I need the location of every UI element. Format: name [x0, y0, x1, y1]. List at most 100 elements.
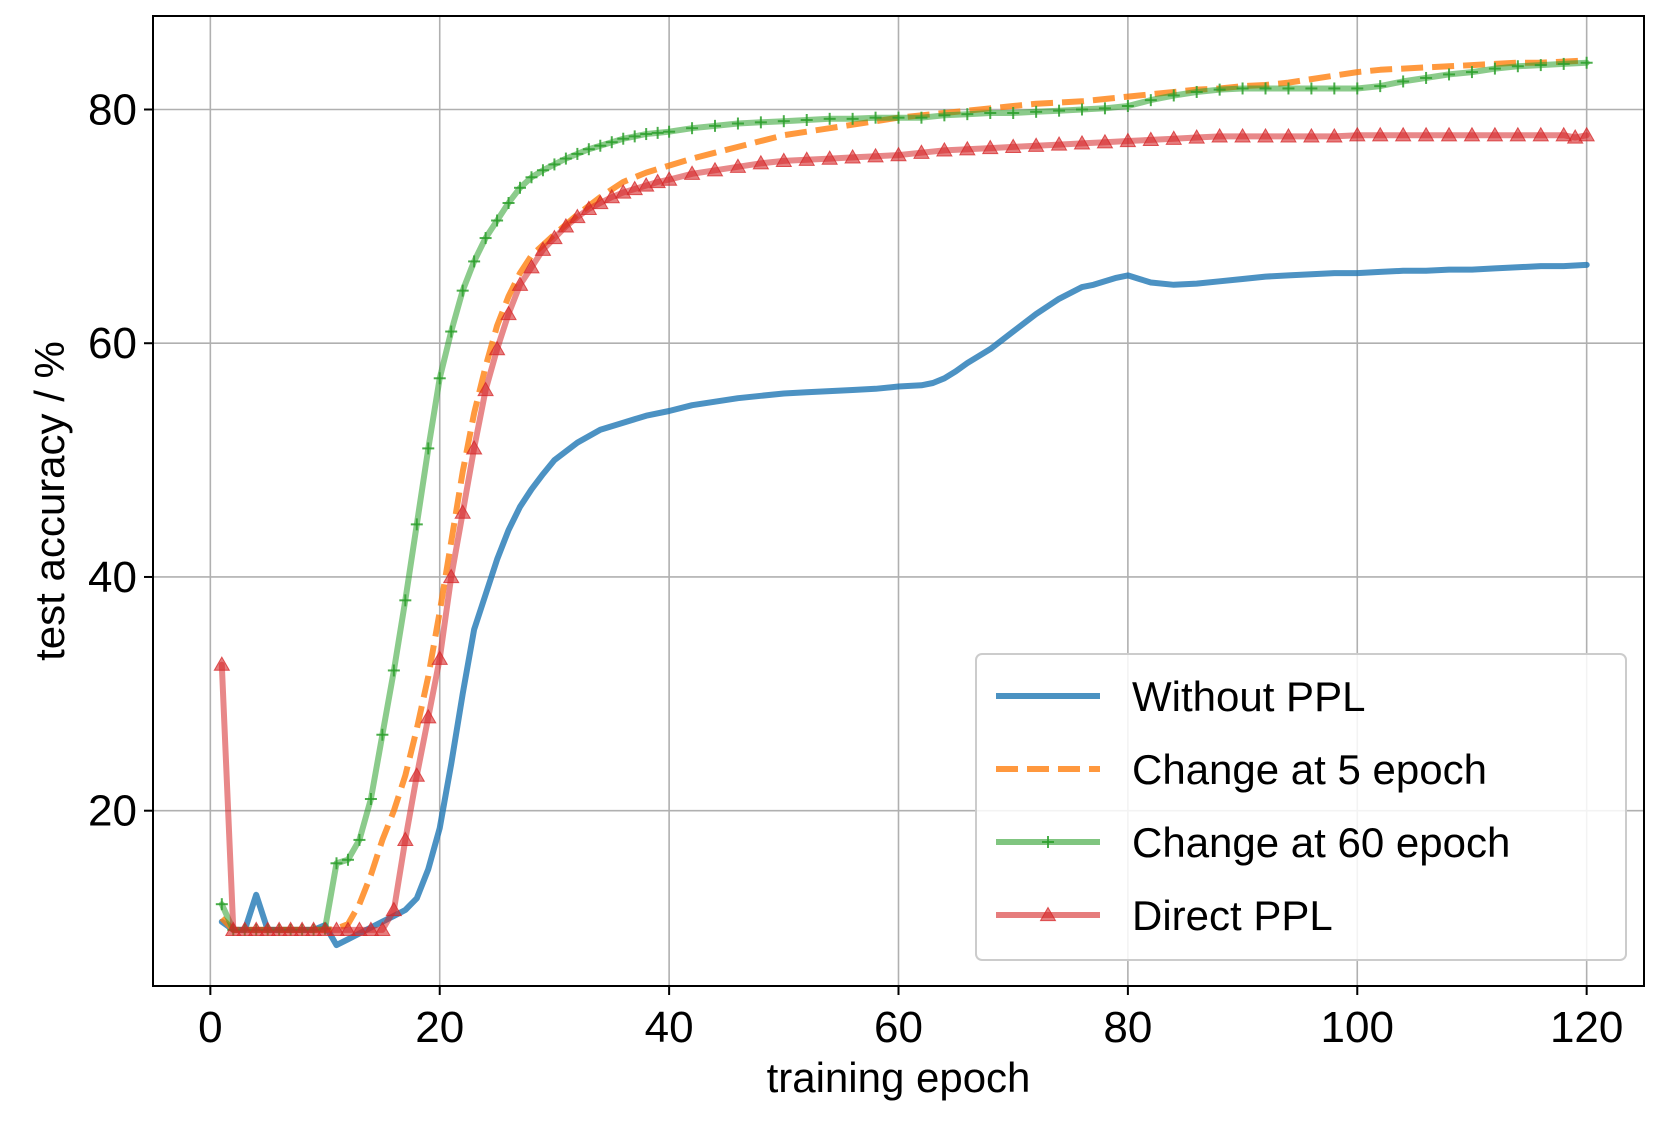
triangle-marker: [958, 140, 976, 156]
triangle-marker: [396, 831, 414, 847]
triangle-marker: [305, 921, 322, 937]
triangle-marker: [603, 188, 621, 204]
triangle-marker: [224, 921, 242, 937]
triangle-marker: [1463, 126, 1481, 142]
triangle-marker: [1039, 906, 1057, 922]
legend-label: Direct PPL: [1132, 892, 1333, 939]
triangle-marker: [1325, 127, 1343, 143]
legend-label: Change at 60 epoch: [1132, 819, 1510, 866]
plus-marker: [502, 196, 515, 209]
triangle-marker: [1188, 129, 1206, 144]
triangle-marker: [1073, 134, 1091, 150]
plus-marker: [984, 107, 997, 119]
triangle-marker: [1486, 126, 1504, 142]
triangle-marker: [752, 154, 770, 170]
plus-marker: [479, 232, 492, 245]
series-direct-ppl: [213, 126, 1596, 937]
legend-item: Change at 5 epoch: [996, 746, 1487, 793]
plus-marker: [1488, 62, 1501, 75]
triangle-marker: [259, 921, 277, 937]
plus-marker: [387, 664, 400, 677]
legend: Without PPL Change at 5 epoch Change at 60…: [975, 653, 1627, 961]
triangle-marker: [236, 921, 254, 937]
plus-marker: [617, 132, 630, 145]
legend-item: Change at 60 epoch: [996, 819, 1510, 866]
y-axis-label: test accuracy / %: [26, 341, 73, 661]
triangle-marker: [477, 381, 494, 397]
plus-marker: [1042, 836, 1054, 848]
plus-marker: [594, 139, 607, 152]
triangle-marker: [1280, 127, 1297, 143]
plus-marker: [514, 181, 527, 194]
plus-marker: [628, 130, 641, 143]
y-tick-label: 40: [88, 553, 137, 602]
plus-marker: [1351, 82, 1364, 95]
plus-marker: [800, 114, 813, 127]
triangle-marker: [1440, 126, 1458, 142]
y-tick-label: 80: [88, 85, 137, 134]
plus-marker: [399, 594, 412, 607]
plus-marker: [525, 171, 538, 184]
triangle-marker: [351, 921, 368, 937]
triangle-marker: [282, 921, 299, 937]
triangle-marker: [1532, 126, 1550, 142]
plus-marker: [1420, 71, 1433, 84]
axis-ticks: 0 20 40 60 80 100 120 20 40 60 80: [88, 85, 1623, 1052]
triangle-marker: [867, 147, 884, 163]
plus-marker: [1580, 56, 1593, 69]
triangle-marker: [683, 165, 701, 180]
triangle-marker: [568, 208, 586, 224]
triangle-marker: [419, 708, 437, 724]
plus-marker: [1236, 82, 1249, 95]
plus-marker: [491, 214, 504, 227]
triangle-marker: [1234, 127, 1251, 143]
triangle-marker: [374, 921, 391, 937]
x-tick-label: 60: [874, 1003, 923, 1052]
plus-marker: [376, 728, 389, 741]
triangle-marker: [247, 921, 265, 937]
plus-marker: [456, 284, 469, 297]
triangle-marker: [534, 241, 552, 256]
triangle-marker: [890, 146, 907, 162]
plus-marker: [1144, 94, 1157, 107]
plus-marker: [536, 164, 549, 177]
triangle-marker: [1555, 126, 1573, 142]
plus-marker: [1030, 105, 1043, 118]
plus-marker: [754, 116, 767, 129]
plus-marker: [548, 158, 561, 171]
triangle-marker: [213, 656, 231, 671]
triangle-marker: [936, 141, 953, 157]
triangle-marker: [328, 921, 345, 937]
plus-marker: [341, 853, 354, 866]
plus-marker: [445, 325, 458, 338]
triangle-marker: [454, 504, 472, 519]
triangle-marker: [1004, 138, 1022, 154]
triangle-marker: [1566, 129, 1584, 144]
plus-marker: [1557, 57, 1570, 70]
plus-marker: [1213, 83, 1226, 96]
x-tick-label: 100: [1321, 1003, 1394, 1052]
legend-box: [975, 653, 1627, 961]
x-tick-label: 80: [1103, 1003, 1152, 1052]
triangle-marker: [362, 921, 380, 937]
plus-marker: [468, 255, 481, 268]
y-tick-label: 60: [88, 319, 137, 368]
plus-marker: [1076, 103, 1089, 116]
plus-marker: [1167, 89, 1180, 102]
x-axis-label: training epoch: [767, 1054, 1031, 1101]
triangle-marker: [557, 217, 575, 233]
triangle-marker: [316, 921, 334, 937]
triangle-marker: [580, 200, 598, 215]
plus-marker: [686, 122, 699, 135]
plus-marker: [640, 128, 653, 141]
plus-marker: [1282, 82, 1295, 95]
plus-marker: [582, 143, 595, 156]
triangle-marker: [546, 229, 563, 245]
plus-marker: [915, 111, 928, 124]
plus-marker: [708, 119, 721, 132]
plus-marker: [1397, 75, 1410, 88]
triangle-marker: [591, 194, 609, 210]
plus-marker: [215, 898, 228, 911]
plus-marker: [1465, 66, 1478, 79]
